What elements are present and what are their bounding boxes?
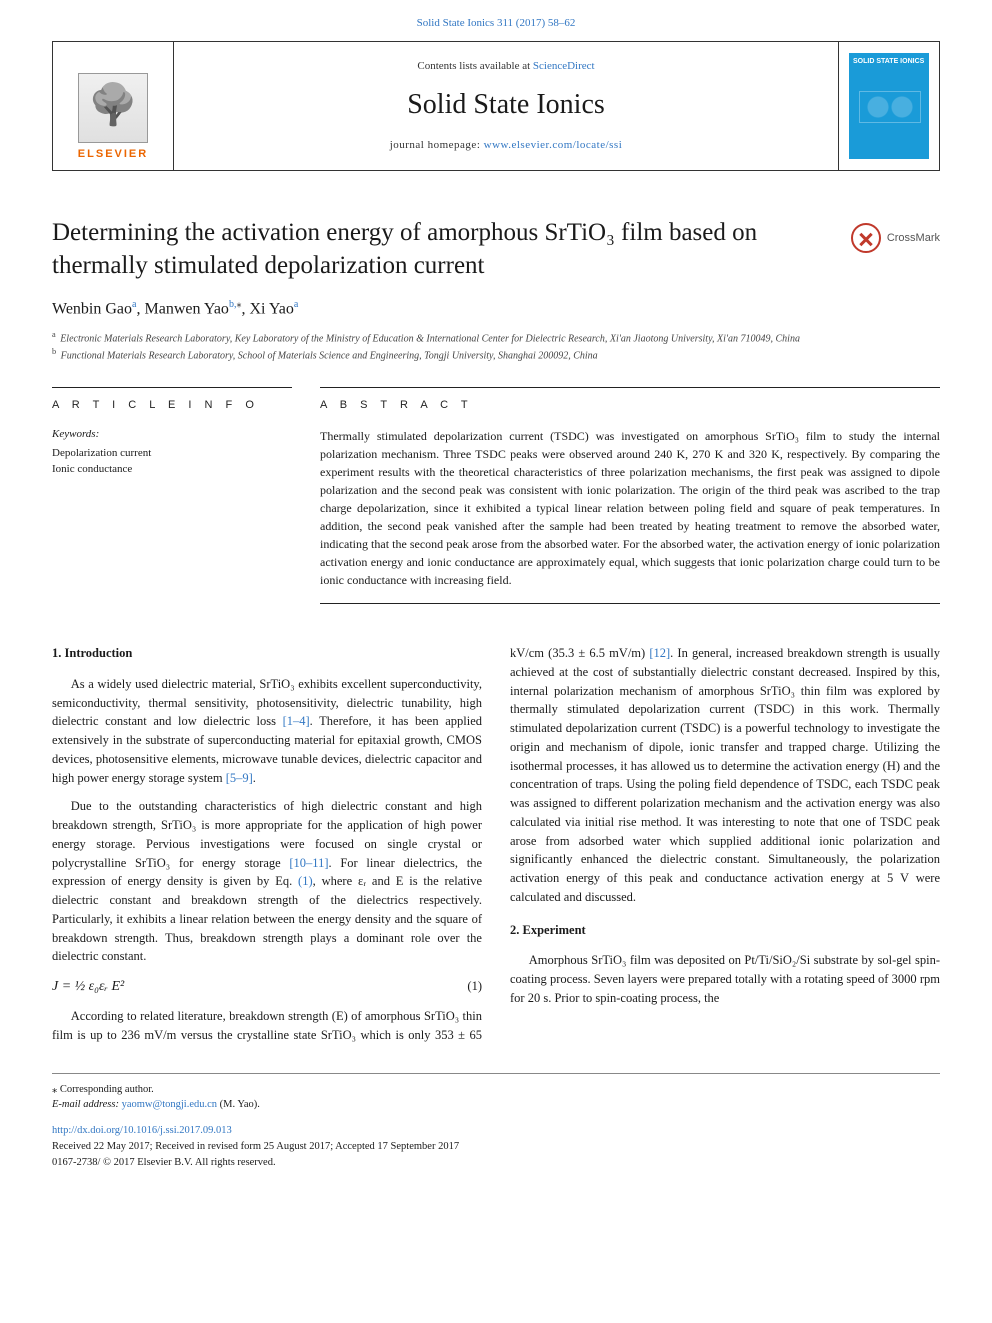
equation-1-body: J = ½ ε₀εᵣ E² xyxy=(52,976,124,997)
ref-link-5-9[interactable]: [5–9] xyxy=(226,771,253,785)
ref-link-1-4[interactable]: [1–4] xyxy=(283,714,310,728)
email-label: E-mail address: xyxy=(52,1099,122,1110)
journal-cover-area: SOLID STATE IONICS xyxy=(839,42,939,170)
p3b: . In general, increased breakdown streng… xyxy=(510,646,940,904)
author-3: Xi Yao xyxy=(249,301,293,318)
keywords-list: Depolarization current Ionic conductance xyxy=(52,445,292,478)
publisher-name: ELSEVIER xyxy=(78,147,148,162)
p1c: . xyxy=(253,771,256,785)
email-line: E-mail address: yaomw@tongji.edu.cn (M. … xyxy=(52,1097,940,1113)
crossmark-label: CrossMark xyxy=(887,231,940,246)
keyword-1: Depolarization current xyxy=(52,445,292,462)
crossmark-icon xyxy=(851,223,881,253)
elsevier-tree-icon xyxy=(78,73,148,143)
cover-title: SOLID STATE IONICS xyxy=(853,57,925,67)
author-3-aff[interactable]: a xyxy=(294,299,298,310)
article-info-column: A R T I C L E I N F O Keywords: Depolari… xyxy=(52,387,292,604)
intro-heading: 1. Introduction xyxy=(52,644,482,663)
journal-reference: Solid State Ionics 311 (2017) 58–62 xyxy=(0,0,992,41)
corresponding-email[interactable]: yaomw@tongji.edu.cn xyxy=(122,1099,217,1110)
body-p4: Amorphous SrTiO₃ film was deposited on P… xyxy=(510,951,940,1007)
author-list: Wenbin Gaoa, Manwen Yaob,⁎, Xi Yaoa xyxy=(52,298,940,321)
homepage-link[interactable]: www.elsevier.com/locate/ssi xyxy=(484,139,623,151)
sciencedirect-link[interactable]: ScienceDirect xyxy=(533,60,595,72)
doi-link[interactable]: http://dx.doi.org/10.1016/j.ssi.2017.09.… xyxy=(52,1125,232,1136)
affiliation-a-text: Electronic Materials Research Laboratory… xyxy=(60,333,800,344)
received-dates: Received 22 May 2017; Received in revise… xyxy=(52,1139,940,1155)
article-body: 1. Introduction As a widely used dielect… xyxy=(52,644,940,1045)
author-1: Wenbin Gao xyxy=(52,301,132,318)
author-1-aff[interactable]: a xyxy=(132,299,136,310)
body-p1: As a widely used dielectric material, Sr… xyxy=(52,675,482,788)
header-center: Contents lists available at ScienceDirec… xyxy=(173,42,839,170)
abstract-heading: A B S T R A C T xyxy=(320,398,940,413)
journal-header: ELSEVIER Contents lists available at Sci… xyxy=(52,41,940,171)
keyword-2: Ionic conductance xyxy=(52,461,292,478)
affiliation-a: a Electronic Materials Research Laborato… xyxy=(52,329,940,346)
journal-cover-thumbnail[interactable]: SOLID STATE IONICS xyxy=(849,53,929,159)
affiliations: a Electronic Materials Research Laborato… xyxy=(52,329,940,363)
article-info-heading: A R T I C L E I N F O xyxy=(52,398,292,413)
author-2: Manwen Yao xyxy=(144,301,228,318)
equation-1-number: (1) xyxy=(467,977,482,996)
abstract-text: Thermally stimulated depolarization curr… xyxy=(320,427,940,589)
affiliation-b: b Functional Materials Research Laborato… xyxy=(52,346,940,363)
email-suffix: (M. Yao). xyxy=(217,1099,260,1110)
article-title: Determining the activation energy of amo… xyxy=(52,217,831,282)
corresponding-star[interactable]: ⁎ xyxy=(236,299,241,310)
corresponding-author-note: ⁎ Corresponding author. xyxy=(52,1082,940,1098)
contents-line: Contents lists available at ScienceDirec… xyxy=(417,59,594,74)
contents-prefix: Contents lists available at xyxy=(417,60,532,72)
homepage-prefix: journal homepage: xyxy=(390,139,484,151)
elsevier-logo[interactable]: ELSEVIER xyxy=(63,52,163,162)
eq-ref-1[interactable]: (1) xyxy=(298,874,313,888)
issn-copyright: 0167-2738/ © 2017 Elsevier B.V. All righ… xyxy=(52,1155,940,1171)
abstract-column: A B S T R A C T Thermally stimulated dep… xyxy=(320,387,940,604)
equation-1: J = ½ ε₀εᵣ E² (1) xyxy=(52,976,482,997)
homepage-line: journal homepage: www.elsevier.com/locat… xyxy=(390,138,623,153)
ref-link-10-11[interactable]: [10–11] xyxy=(289,856,328,870)
affiliation-b-text: Functional Materials Research Laboratory… xyxy=(61,350,598,361)
experiment-heading: 2. Experiment xyxy=(510,921,940,940)
footer: ⁎ Corresponding author. E-mail address: … xyxy=(52,1073,940,1171)
keywords-label: Keywords: xyxy=(52,427,292,442)
journal-name: Solid State Ionics xyxy=(407,85,605,124)
ref-link-12[interactable]: [12] xyxy=(649,646,670,660)
body-p2: Due to the outstanding characteristics o… xyxy=(52,797,482,966)
publisher-logo-area: ELSEVIER xyxy=(53,42,173,170)
crossmark-widget[interactable]: CrossMark xyxy=(851,223,940,253)
